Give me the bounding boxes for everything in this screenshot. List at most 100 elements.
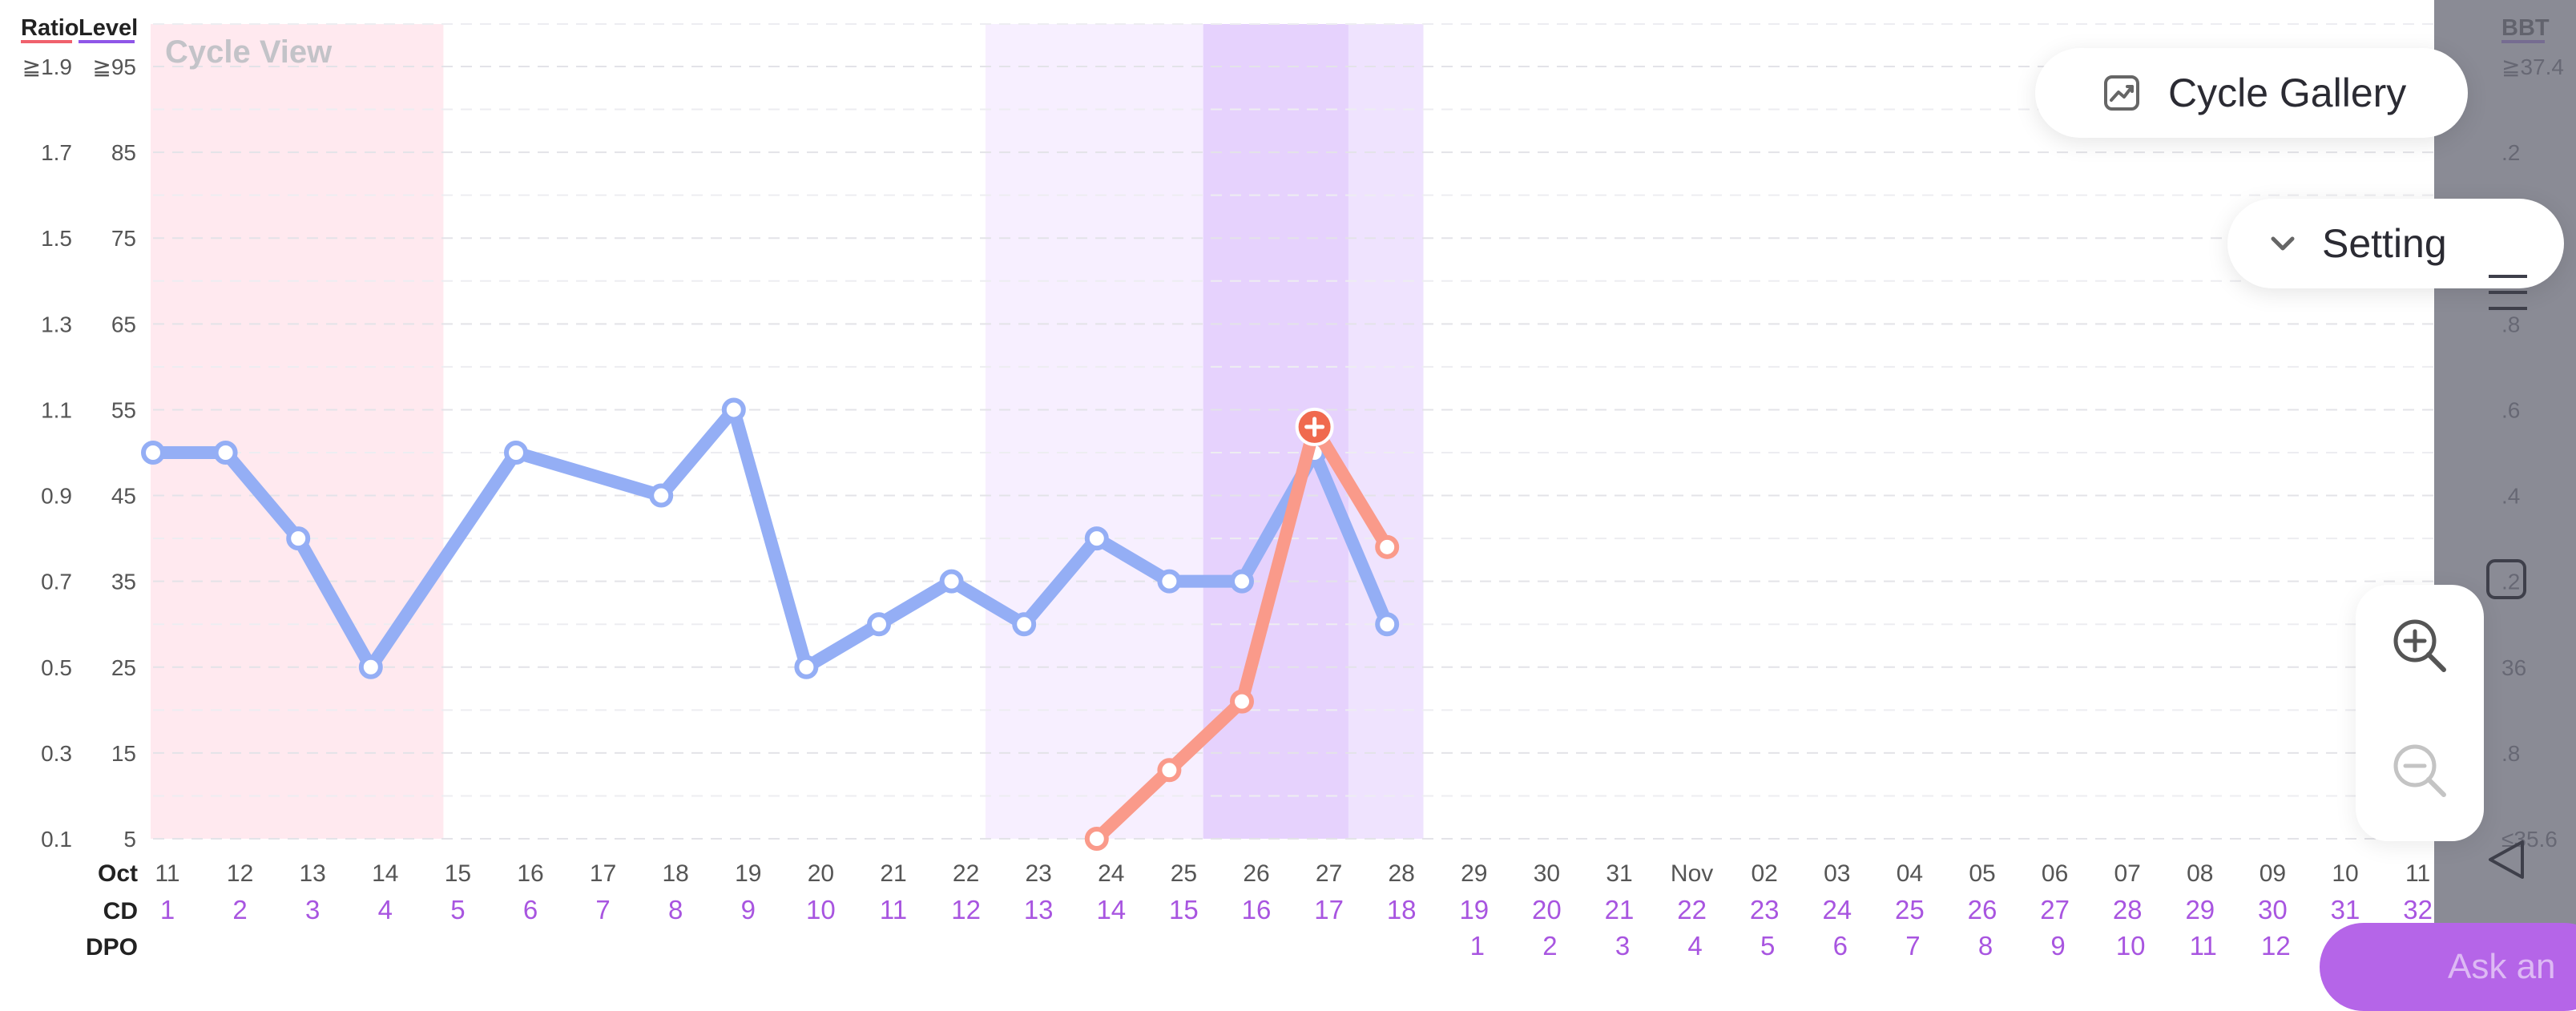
- dpo-label: 6: [1833, 931, 1848, 961]
- ratio-tick-label: 1.7: [41, 140, 72, 165]
- level-tick-label: 45: [111, 484, 136, 509]
- cycle-day-label: 19: [1459, 895, 1489, 924]
- level-tick-label: 15: [111, 741, 136, 766]
- cycle-day-label: 9: [741, 895, 756, 924]
- data-point-1[interactable]: [504, 441, 528, 465]
- square-button-icon[interactable]: [2484, 557, 2529, 602]
- cycle-day-label: 24: [1822, 895, 1852, 924]
- level-tick-label: 5: [123, 827, 136, 852]
- dpo-label: 2: [1542, 931, 1557, 961]
- data-point-1[interactable]: [649, 483, 674, 508]
- chevron-down-icon: [2268, 228, 2298, 259]
- cycle-day-label: 21: [1605, 895, 1635, 924]
- date-label: 11: [155, 860, 179, 887]
- date-label: 05: [1969, 860, 1995, 887]
- cycle-day-label: 8: [668, 895, 683, 924]
- data-point-2[interactable]: [1157, 758, 1182, 783]
- ratio-axis-header: Ratio: [21, 15, 79, 41]
- data-point-1[interactable]: [358, 655, 383, 679]
- data-point-2[interactable]: [1375, 534, 1400, 559]
- date-label: 03: [1824, 860, 1850, 887]
- month-label: Oct: [98, 860, 138, 887]
- ask-assistant-button[interactable]: Ask an: [2320, 923, 2576, 1011]
- cycle-day-label: 32: [2403, 895, 2433, 924]
- cycle-day-label: 16: [1242, 895, 1272, 924]
- zoom-controls: [2356, 585, 2484, 841]
- data-point-1[interactable]: [939, 569, 964, 594]
- dpo-label: 8: [1978, 931, 1993, 961]
- dpo-label: 4: [1687, 931, 1702, 961]
- dpo-label: 10: [2116, 931, 2146, 961]
- dpo-label: 3: [1615, 931, 1630, 961]
- level-tick-label: 35: [111, 570, 136, 594]
- data-point-2[interactable]: [1230, 689, 1254, 714]
- chart-title: Cycle View: [165, 34, 333, 70]
- level-tick-label: 65: [111, 312, 136, 336]
- chart-gallery-icon: [2102, 74, 2141, 112]
- date-label: 09: [2260, 860, 2286, 887]
- date-label: 06: [2042, 860, 2068, 887]
- series-line-1: [147, 403, 1394, 674]
- zoom-out-icon[interactable]: [2391, 742, 2449, 800]
- dpo-label: 1: [1470, 931, 1485, 961]
- cycle-day-label: 18: [1387, 895, 1417, 924]
- data-point-1[interactable]: [721, 397, 746, 422]
- data-point-1[interactable]: [141, 441, 165, 465]
- cycle-day-label: 10: [806, 895, 836, 924]
- cycle-day-label: 15: [1169, 895, 1199, 924]
- cycle-day-label: 11: [880, 895, 907, 924]
- menu-lines-icon[interactable]: [2484, 268, 2532, 316]
- level-tick-label: 55: [111, 397, 136, 422]
- ratio-tick-label: ≧1.9: [22, 54, 72, 79]
- data-point-1[interactable]: [213, 441, 238, 465]
- data-point-2[interactable]: [1084, 827, 1109, 851]
- level-tick-label: 25: [111, 655, 136, 680]
- date-label: 15: [445, 860, 471, 887]
- level-tick-label: 75: [111, 226, 136, 251]
- cycle-day-label: 3: [305, 895, 320, 924]
- date-label: 02: [1752, 860, 1778, 887]
- ratio-tick-label: 1.5: [41, 226, 72, 251]
- ask-label: Ask an: [2448, 947, 2556, 986]
- setting-label: Setting: [2322, 221, 2447, 266]
- date-label: 23: [1026, 860, 1052, 887]
- cycle-gallery-button[interactable]: Cycle Gallery: [2035, 48, 2468, 138]
- setting-button[interactable]: Setting: [2227, 199, 2564, 288]
- data-point-1[interactable]: [794, 655, 819, 679]
- ratio-tick-label: 1.1: [41, 397, 72, 422]
- cycle-day-label: 31: [2331, 895, 2360, 924]
- level-tick-label: ≧95: [92, 54, 136, 79]
- dpo-label: 5: [1760, 931, 1775, 961]
- back-triangle-icon[interactable]: [2484, 837, 2529, 882]
- date-label: 31: [1606, 860, 1632, 887]
- dpo-label: 12: [2261, 931, 2291, 961]
- data-point-1[interactable]: [867, 612, 891, 637]
- data-point-1[interactable]: [286, 526, 311, 551]
- dpo-label: 7: [1905, 931, 1920, 961]
- ratio-tick-label: 0.5: [41, 655, 72, 680]
- cycle-day-label: 2: [232, 895, 247, 924]
- ratio-tick-label: 0.3: [41, 741, 72, 766]
- cycle-day-label: 4: [378, 895, 393, 924]
- cycle-day-label: 14: [1096, 895, 1126, 924]
- phase-band-period: [151, 24, 444, 839]
- cd-row-label: CD: [103, 898, 138, 924]
- cycle-day-label: 22: [1677, 895, 1707, 924]
- data-point-1[interactable]: [1157, 569, 1182, 594]
- date-label: 13: [300, 860, 326, 887]
- date-label: 20: [808, 860, 834, 887]
- date-label: 07: [2114, 860, 2141, 887]
- data-point-1[interactable]: [1012, 612, 1037, 637]
- data-point-1[interactable]: [1084, 526, 1109, 551]
- date-label: 19: [735, 860, 761, 887]
- data-point-1[interactable]: [1375, 612, 1400, 637]
- zoom-in-icon[interactable]: [2391, 617, 2449, 675]
- data-point-1[interactable]: [1230, 569, 1254, 594]
- level-axis-header: Level: [79, 15, 138, 41]
- cycle-day-label: 7: [595, 895, 610, 924]
- date-label: 27: [1316, 860, 1342, 887]
- date-label: 29: [1461, 860, 1487, 887]
- cycle-day-label: 23: [1750, 895, 1780, 924]
- cycle-day-label: 25: [1895, 895, 1925, 924]
- dpo-row-label: DPO: [86, 934, 138, 961]
